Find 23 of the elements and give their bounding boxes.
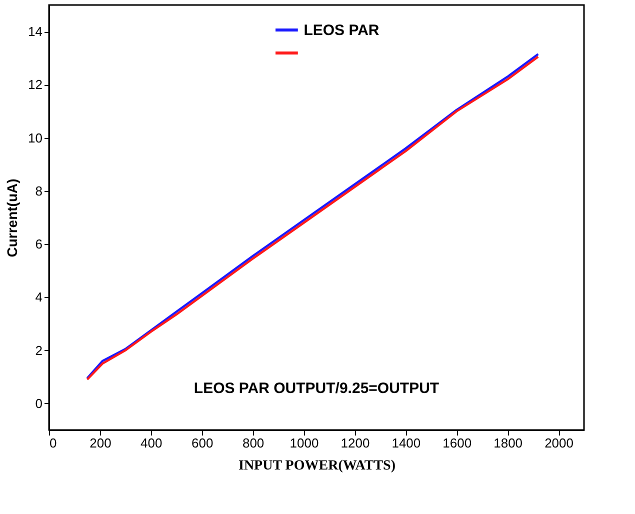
x-tick-label: 1000 [290,436,319,450]
annotation: LEOS PAR OUTPUT/9.25=OUTPUT [194,380,440,397]
x-tick-label: 0 [50,436,57,450]
x-tick-label: 1400 [392,436,421,450]
x-tick-label: 600 [192,436,214,450]
x-tick-label: 1200 [340,436,370,450]
y-tick-label: 4 [35,290,42,305]
x-tick-label: 800 [242,436,264,450]
x-tick-label: 2000 [544,436,574,450]
x-tick-label: 200 [90,436,112,450]
y-tick-label: 2 [35,342,42,358]
x-axis-title: INPUT POWER(WATTS) [238,458,396,474]
x-tick-label: 1800 [494,436,523,450]
x-tick-label: 1600 [442,436,472,450]
y-tick-label: 14 [28,24,42,40]
y-tick-label: 0 [35,396,42,411]
legend-label: LEOS PAR [304,22,380,39]
y-axis-title: Current(uA) [4,178,20,258]
y-tick-label: 8 [35,183,42,198]
y-tick-label: 12 [28,77,42,92]
y-tick-label: 10 [28,130,42,146]
x-tick-label: 400 [140,436,162,450]
y-tick-label: 6 [35,236,42,252]
